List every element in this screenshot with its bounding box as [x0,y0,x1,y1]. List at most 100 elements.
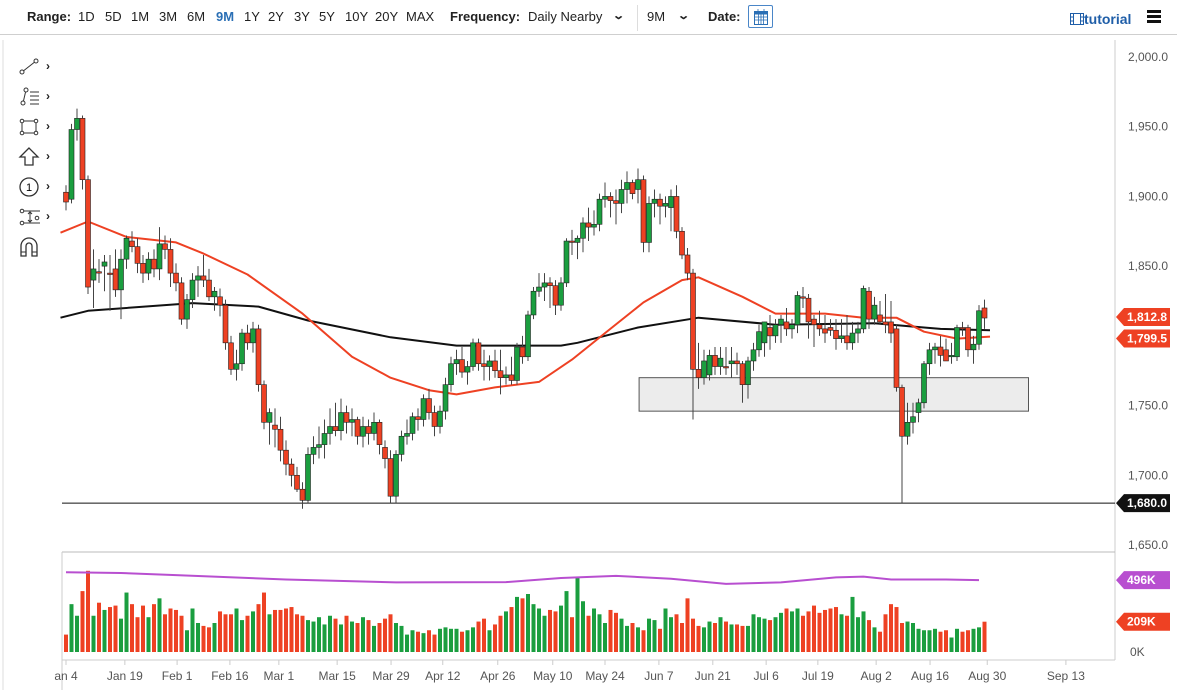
candle-up [772,324,779,337]
volume-bar [685,598,690,652]
range-option-2y[interactable]: 2Y [268,9,284,24]
last-price-badge: 1,812.8 [1127,310,1167,324]
volume-bar [779,612,783,652]
volume-bar [619,618,624,652]
line-tool[interactable]: › [18,56,58,80]
fibonacci-tool[interactable]: › [18,86,58,110]
date-label: Date: [708,9,741,24]
chevron-down-icon[interactable]: ⌄ [677,10,691,22]
date-tick-label: Jun 21 [695,669,731,683]
range-option-3m[interactable]: 3M [159,9,178,24]
volume-bar [614,612,618,652]
rectangle-tool[interactable]: › [18,116,58,140]
chevron-right-icon[interactable]: › [46,59,50,73]
range-option-9m[interactable]: 9M [216,9,235,24]
range-option-5d[interactable]: 5D [105,9,122,24]
arrow-tool[interactable]: › [18,146,58,170]
numbered-marker-tool[interactable]: 1 › [18,176,58,200]
hamburger-menu-icon[interactable] [1147,10,1161,25]
volume-bar [581,601,585,652]
volume-bar [966,630,970,652]
chevron-right-icon[interactable]: › [46,119,50,133]
volume-bar [713,623,717,652]
volume-bar [801,615,805,652]
candle-up [442,384,449,412]
candle-down [244,332,251,344]
range-option-3y[interactable]: 3Y [294,9,310,24]
candle-up [750,349,757,362]
candle-up [662,203,669,207]
magnet-tool[interactable] [18,236,58,260]
volume-bar [108,607,112,652]
date-tick-label: an 4 [54,669,78,683]
price-tick-label: 1,700.0 [1128,468,1168,482]
chevron-right-icon[interactable]: › [46,89,50,103]
volume-bar [773,617,778,652]
tutorial-link[interactable]: tutorial [1070,11,1131,27]
candle-down [497,370,504,378]
volume-bar [476,621,481,652]
volume-bar [438,628,442,652]
price-tick-label: 1,850.0 [1128,259,1168,273]
volume-bar [432,634,437,652]
candle-up [464,366,471,373]
candle-down [965,327,971,351]
volume-bar [878,631,882,652]
range-option-1m[interactable]: 1M [131,9,150,24]
candle-up [371,422,377,434]
frequency-label: Frequency: [450,9,521,24]
volume-average-line [65,571,980,585]
volume-bar [636,627,640,652]
volume-bar [289,607,294,652]
volume-bar [949,637,954,652]
measure-tool[interactable]: › [18,206,58,230]
candle-up [305,454,311,501]
volume-bar [768,620,772,652]
range-option-5y[interactable]: 5Y [319,9,335,24]
candle-down [140,263,146,274]
volume-bar [322,624,327,652]
candle-up [321,433,328,445]
volume-average-badge: 496K [1127,573,1156,587]
range-option-6m[interactable]: 6M [187,9,206,24]
date-tick-label: Feb 1 [162,669,193,683]
range-option-1d[interactable]: 1D [78,9,95,24]
rectangle-icon [19,118,39,136]
candle-up [591,224,597,228]
candle-down [475,342,482,365]
volume-bar [394,623,398,652]
volume-bar [190,608,195,652]
volume-bar [977,627,981,652]
volume-bar [828,608,833,652]
chevron-right-icon[interactable]: › [46,209,50,223]
support-zone-rectangle[interactable] [638,377,1029,412]
volume-bar [377,623,382,652]
volume-bar [894,607,899,652]
range-option-10y[interactable]: 10Y [345,9,369,24]
frequency-select[interactable]: Daily Nearby [528,9,603,24]
candle-up [701,360,707,378]
volume-bar [553,611,558,652]
date-tick-label: Apr 12 [425,669,461,683]
candle-down [261,384,267,423]
volume-bar [80,591,85,652]
chevron-right-icon[interactable]: › [46,179,50,193]
chevron-right-icon[interactable]: › [46,149,50,163]
volume-bar [592,608,596,652]
volume-bar [526,594,530,652]
range-option-max[interactable]: MAX [406,9,435,24]
candle-down [613,200,619,204]
candle-up [184,299,190,320]
range-option-1y[interactable]: 1Y [244,9,260,24]
period-select[interactable]: 9M [647,9,666,24]
candle-up [68,129,75,200]
candle-down [167,249,174,274]
range-option-20y[interactable]: 20Y [375,9,399,24]
candle-down [739,363,746,385]
volume-bar [746,625,750,652]
volume-bar [955,628,959,652]
calendar-button[interactable] [748,5,773,28]
volume-bar [850,596,855,652]
chevron-down-icon[interactable]: ⌄ [612,10,626,22]
